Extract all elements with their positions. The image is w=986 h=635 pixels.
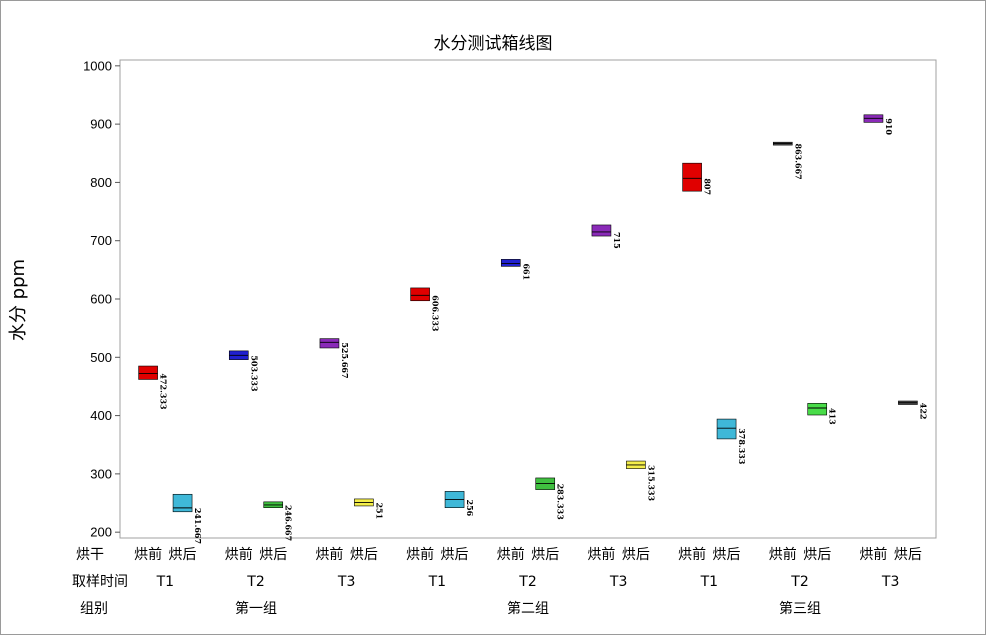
y-tick-label: 1000	[83, 58, 112, 73]
stage-label: 烘后	[259, 547, 287, 563]
time-label: T1	[156, 574, 174, 590]
time-label: T1	[700, 574, 718, 590]
y-tick-label: 300	[90, 466, 112, 481]
stage-label: 烘后	[622, 547, 650, 563]
box	[807, 403, 828, 416]
stage-label: 烘前	[406, 546, 434, 563]
time-label: T2	[246, 574, 264, 590]
median-data-label: 413	[828, 408, 838, 425]
stage-label: 烘后	[713, 547, 741, 563]
stage-label: 烘前	[134, 546, 162, 563]
stage-label: 烘前	[497, 546, 525, 563]
stage-label: 烘后	[894, 547, 922, 563]
median-data-label: 525.667	[340, 342, 350, 378]
stage-label: 烘前	[315, 546, 343, 563]
time-label: T1	[428, 574, 446, 590]
box	[319, 338, 340, 349]
median-data-label: 910	[884, 118, 894, 135]
box	[591, 224, 612, 237]
plot-area	[119, 59, 937, 539]
time-label: T2	[518, 574, 536, 590]
stage-label: 烘前	[769, 546, 797, 563]
y-axis: 200 300 400 500 600 700 800 900 1000	[83, 58, 120, 540]
box	[716, 418, 737, 440]
stage-label: 烘前	[587, 546, 615, 563]
stage-label: 烘后	[350, 547, 378, 563]
y-tick-label: 200	[90, 525, 112, 540]
box	[138, 365, 158, 380]
y-tick-label: 500	[90, 350, 112, 365]
stage-label: 烘后	[441, 547, 469, 563]
median-data-label: 503.333	[249, 355, 259, 392]
median-data-label: 807	[703, 178, 713, 195]
median-data-label: 606.333	[431, 295, 441, 332]
group-label: 第二组	[507, 600, 549, 617]
median-data-label: 472.333	[159, 373, 169, 410]
time-label: T3	[609, 574, 627, 590]
median-data-label: 315.333	[646, 465, 656, 502]
box	[172, 493, 193, 513]
stage-label: 烘前	[859, 546, 887, 563]
y-tick-label: 800	[90, 175, 112, 190]
median-data-label: 283.333	[556, 484, 566, 521]
median-data-label: 246.667	[284, 505, 294, 541]
group-label: 第三组	[779, 600, 821, 617]
y-tick-label: 600	[90, 292, 112, 307]
group-label: 第一组	[235, 600, 277, 617]
median-data-label: 241.667	[193, 508, 203, 544]
median-data-label: 661	[521, 263, 531, 280]
median-data-label: 256	[465, 500, 475, 517]
stage-label: 烘前	[225, 546, 253, 563]
y-tick-label: 400	[90, 408, 112, 423]
time-label: T3	[881, 574, 899, 590]
row-label-sample-time: 取样时间	[72, 574, 128, 590]
median-data-label: 422	[918, 403, 928, 420]
stage-label: 烘后	[803, 547, 831, 563]
stage-label: 烘后	[169, 547, 197, 563]
median-data-label: 251	[374, 502, 384, 519]
box	[410, 287, 430, 302]
chart-title: 水分测试箱线图	[434, 34, 553, 54]
median-data-label: 378.333	[737, 428, 747, 465]
median-data-label: 863.667	[793, 144, 803, 180]
time-label: T3	[337, 574, 355, 590]
median-data-label: 715	[612, 232, 622, 249]
y-tick-label: 900	[90, 117, 112, 132]
row-label-group: 组别	[80, 601, 108, 617]
box	[500, 259, 521, 267]
stage-label: 烘前	[678, 546, 706, 563]
row-label-drying: 烘干	[76, 547, 104, 563]
boxes-layer: 472.333 241.667 503.333 246.667 525.667 251 60…	[138, 114, 928, 544]
stage-label: 烘后	[531, 547, 559, 563]
time-label: T2	[790, 574, 808, 590]
y-tick-label: 700	[90, 233, 112, 248]
y-axis-label: 水分 ppm	[8, 259, 29, 341]
box	[682, 162, 702, 192]
